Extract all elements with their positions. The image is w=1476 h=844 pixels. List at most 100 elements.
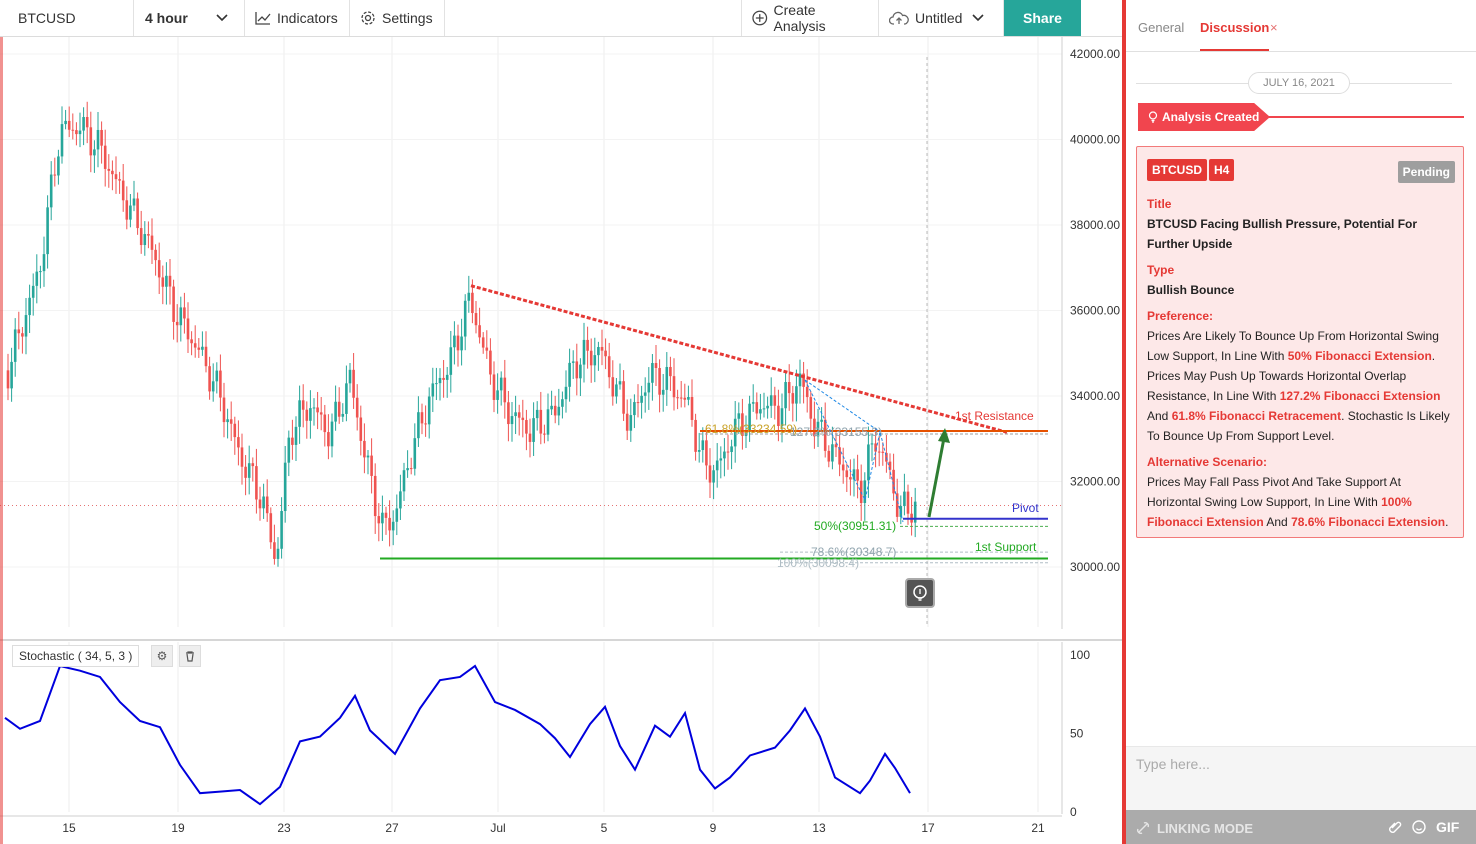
candle-body	[726, 451, 730, 453]
candle-body	[741, 413, 744, 436]
tab-discussion[interactable]: Discussion	[1200, 20, 1270, 51]
candle-body	[276, 548, 280, 559]
candle-body	[471, 292, 474, 314]
candle-body	[262, 496, 265, 509]
layout-save-menu[interactable]: Untitled	[879, 0, 1004, 36]
analysis-title: BTCUSD Facing Bullish Pressure, Potentia…	[1147, 217, 1418, 251]
candle-body	[35, 271, 39, 286]
candle-body	[611, 377, 615, 397]
candle-body	[139, 228, 143, 246]
candle-body	[481, 337, 485, 348]
candle-body	[719, 458, 723, 461]
candle-body	[629, 415, 633, 431]
chart-area[interactable]: 42000.00 40000.00 38000.00 36000.00 34000.00…	[0, 37, 1122, 844]
fib-tool-path	[804, 379, 904, 523]
candle-body	[129, 205, 132, 220]
candle-body	[805, 386, 809, 398]
time-axis-label: 19	[171, 821, 185, 835]
link-icon[interactable]	[1135, 820, 1151, 836]
candle-body	[226, 419, 229, 423]
stochastic-indicator-label[interactable]: Stochastic ( 34, 5, 3 )	[12, 645, 140, 667]
candle-body	[532, 418, 535, 442]
close-icon[interactable]: ×	[1270, 20, 1278, 35]
share-button[interactable]: Share	[1004, 0, 1081, 36]
candle-body	[658, 368, 661, 395]
candle-body	[334, 401, 337, 422]
candle-body	[564, 386, 568, 400]
candle-body	[132, 198, 136, 206]
candle-body	[856, 469, 859, 481]
candle-body	[395, 508, 399, 522]
candle-body	[89, 127, 93, 156]
settings-label: Settings	[382, 10, 433, 26]
timeframe-badge: H4	[1209, 159, 1235, 181]
indicator-settings-button[interactable]: ⚙	[151, 645, 173, 667]
candle-body	[291, 437, 294, 445]
message-input[interactable]: Type here...	[1126, 746, 1476, 810]
fib-tool-path	[804, 379, 881, 433]
tab-general[interactable]: General	[1138, 20, 1185, 35]
candle-body	[485, 347, 489, 351]
candle-body	[615, 384, 618, 397]
indicators-button[interactable]: Indicators	[245, 0, 350, 36]
create-analysis-button[interactable]: Create Analysis	[741, 0, 879, 36]
candle-body	[550, 405, 553, 410]
candle-body	[514, 412, 517, 417]
candle-body	[190, 339, 193, 344]
candlesticks	[6, 101, 917, 567]
candle-body	[647, 382, 651, 393]
preference-part: Prices Are Likely To Bounce Up From Hori…	[1147, 329, 1439, 363]
candle-body	[273, 542, 276, 559]
candle-body	[715, 460, 719, 471]
candle-body	[280, 511, 283, 549]
candle-body	[571, 361, 575, 363]
candle-body	[604, 350, 607, 357]
candle-body	[283, 462, 287, 512]
candle-body	[503, 377, 507, 403]
candle-body	[100, 129, 103, 146]
cloud-upload-icon	[889, 11, 909, 25]
stoch-axis-label: 100	[1070, 648, 1090, 662]
candle-body	[787, 382, 791, 394]
alternative-highlight: 78.6% Fibonacci Extension	[1291, 515, 1446, 529]
price-chart[interactable]: 42000.00 40000.00 38000.00 36000.00 34000.00…	[0, 37, 1122, 844]
emoji-icon[interactable]	[1412, 820, 1426, 834]
candle-body	[327, 432, 330, 447]
interval-label: 4 hour	[145, 10, 188, 26]
candle-body	[255, 466, 258, 500]
settings-button[interactable]: Settings	[350, 0, 445, 36]
time-axis-label: 23	[277, 821, 291, 835]
candle-body	[17, 329, 21, 334]
indicator-delete-button[interactable]	[179, 645, 201, 667]
trash-icon	[186, 650, 194, 662]
analysis-panel: General Discussion × JULY 16, 2021 Analy…	[1122, 0, 1476, 844]
preference-part: . Prices May Push Up Towards Horizontal …	[1147, 349, 1436, 403]
candle-body	[791, 393, 795, 404]
candle-body	[759, 409, 762, 414]
linking-mode-label[interactable]: LINKING MODE	[1157, 821, 1254, 836]
candle-body	[895, 493, 899, 517]
attach-icon[interactable]	[1388, 820, 1402, 834]
symbol-field[interactable]: BTCUSD	[0, 0, 134, 36]
indicators-label: Indicators	[277, 10, 338, 26]
alternative-part: .	[1445, 515, 1449, 529]
fib-1272-label: 127.2%(33155.3)	[790, 425, 882, 439]
time-axis-label: 13	[812, 821, 826, 835]
idea-marker-button[interactable]	[905, 578, 935, 608]
candle-body	[827, 450, 831, 462]
candle-body	[618, 381, 622, 385]
candle-body	[381, 512, 384, 524]
candle-body	[186, 318, 190, 340]
gear-icon: ⚙	[156, 649, 168, 663]
gif-button[interactable]: GIF	[1436, 819, 1460, 835]
candle-body	[643, 392, 647, 396]
candle-body	[319, 412, 323, 415]
candle-body	[165, 275, 168, 287]
candle-body	[697, 450, 701, 452]
price-axis-label: 40000.00	[1070, 133, 1120, 147]
candle-body	[474, 313, 478, 326]
interval-select[interactable]: 4 hour	[134, 0, 245, 36]
candle-body	[903, 491, 906, 507]
candle-body	[193, 343, 197, 348]
